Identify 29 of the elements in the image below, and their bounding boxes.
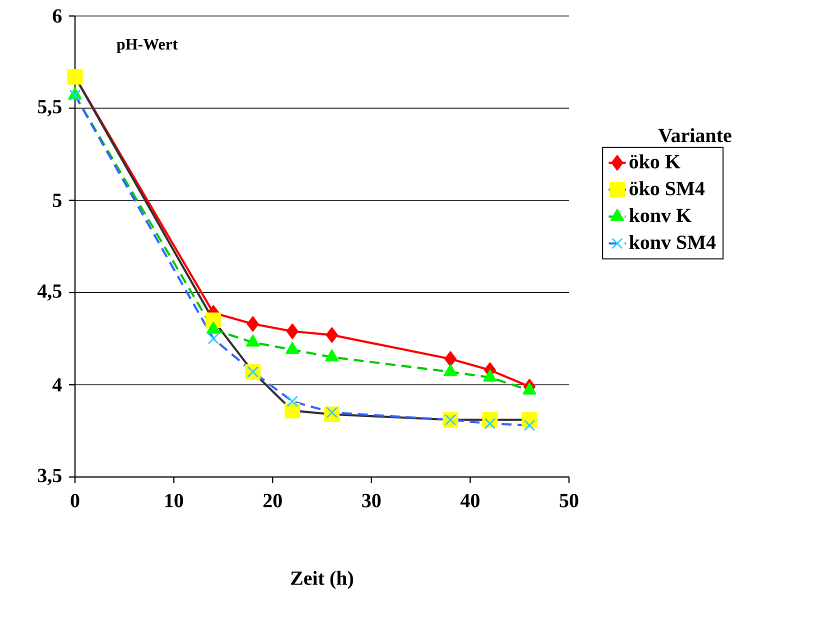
x-tick-label: 0	[70, 494, 80, 508]
point	[484, 418, 496, 430]
x-tick-label: 50	[560, 494, 578, 508]
y-tick-label: 4	[52, 378, 62, 392]
point	[286, 396, 298, 408]
y-tick-label: 3,5	[38, 468, 62, 486]
legend-label: konv SM4	[629, 234, 716, 250]
legend-title: Variante	[658, 128, 732, 142]
legend-label: öko K	[630, 154, 680, 168]
point	[286, 324, 298, 340]
x-tick-label: 10	[165, 494, 184, 508]
x-axis-title: Zeit (h)	[291, 570, 354, 590]
x-tick-label: 20	[263, 494, 282, 508]
y-tick-label: 5,5	[38, 100, 62, 116]
y-tick-label: 4,5	[37, 284, 62, 301]
y-tick-label: 5	[52, 194, 62, 208]
point	[524, 420, 536, 432]
point	[326, 327, 338, 343]
annotation: pH-Wert	[116, 39, 178, 53]
point	[326, 406, 338, 418]
x-tick-label: 40	[460, 494, 480, 508]
legend-label: öko SM4	[630, 181, 705, 196]
point	[284, 402, 300, 418]
x-tick-label: 30	[362, 494, 381, 508]
point	[246, 316, 259, 332]
legend-label: konv K	[629, 208, 692, 222]
point	[208, 332, 220, 344]
y-tick-label: 6	[52, 9, 62, 23]
point	[444, 351, 456, 367]
